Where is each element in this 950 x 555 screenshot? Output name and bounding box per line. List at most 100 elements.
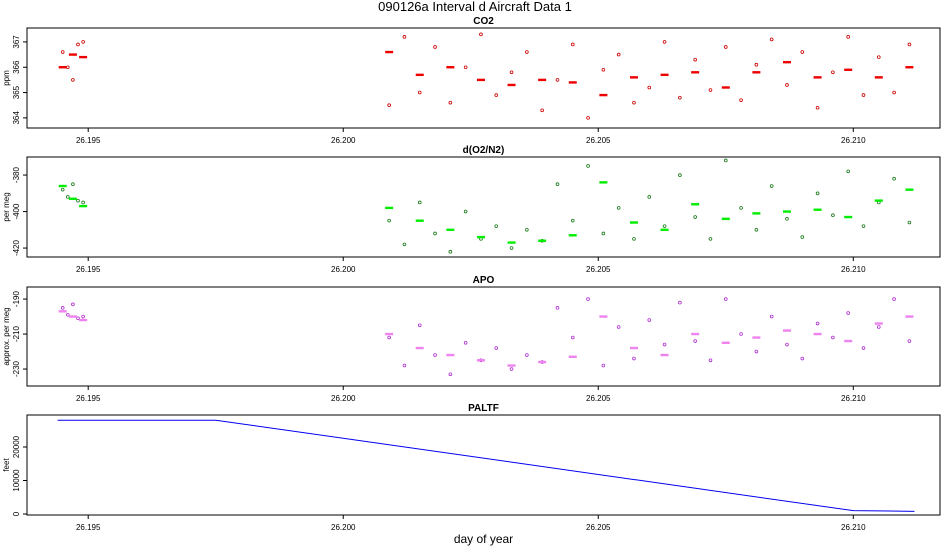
data-point <box>417 90 422 95</box>
mean-dash <box>79 55 88 59</box>
data-point <box>739 332 743 336</box>
y-tick-label: 0 <box>12 511 21 516</box>
data-point <box>815 321 820 326</box>
data-point <box>433 231 437 236</box>
mean-dash <box>660 228 669 232</box>
data-point <box>831 70 835 75</box>
data-point <box>448 372 453 377</box>
data-point <box>66 65 70 70</box>
y-tick-label: -230 <box>12 360 21 377</box>
data-point <box>387 218 391 223</box>
data-point <box>433 45 437 49</box>
data-point <box>693 215 697 219</box>
mean-dash <box>507 241 516 244</box>
plot-frame <box>26 156 941 258</box>
data-point <box>387 335 391 340</box>
mean-dash <box>721 217 730 221</box>
mean-dash <box>79 318 88 322</box>
mean-dash <box>446 66 455 69</box>
data-point <box>601 363 606 368</box>
mean-dash <box>568 81 577 84</box>
panel-title: APO <box>473 275 495 286</box>
x-tick-label: 26.205 <box>586 265 611 274</box>
data-point <box>60 50 65 54</box>
data-point <box>892 176 896 181</box>
data-point <box>479 32 483 37</box>
mean-dash <box>691 203 700 206</box>
data-point <box>815 105 820 110</box>
data-point <box>448 249 453 254</box>
data-point <box>616 206 621 210</box>
mean-dash <box>905 315 914 318</box>
mean-dash <box>538 239 547 242</box>
plot-frame <box>26 27 941 129</box>
data-point <box>754 349 759 354</box>
data-point <box>509 246 514 250</box>
data-point <box>708 88 713 92</box>
data-point <box>876 325 881 329</box>
mean-dash <box>415 346 424 350</box>
data-point <box>525 228 529 232</box>
data-point <box>494 346 499 350</box>
data-point <box>81 40 85 44</box>
data-point <box>71 78 75 82</box>
data-point <box>754 228 759 232</box>
data-point <box>632 237 636 241</box>
mean-dash <box>385 332 394 336</box>
data-point <box>907 42 912 47</box>
data-point <box>754 62 759 67</box>
data-point <box>739 98 743 102</box>
data-point <box>463 65 468 70</box>
data-line <box>57 419 915 512</box>
data-point <box>831 213 835 218</box>
mean-dash <box>446 228 455 232</box>
data-point <box>509 367 514 371</box>
data-point <box>494 93 499 97</box>
mean-dash <box>507 83 516 87</box>
data-point <box>586 297 590 301</box>
data-point <box>586 164 590 168</box>
data-point <box>723 158 728 163</box>
mean-dash <box>385 206 394 210</box>
data-point <box>846 35 850 39</box>
mean-dash <box>58 310 67 313</box>
mean-dash <box>629 221 638 224</box>
data-point <box>708 358 713 363</box>
mean-dash <box>752 212 761 215</box>
data-point <box>907 220 912 225</box>
data-point <box>509 70 514 75</box>
data-point <box>693 339 697 343</box>
data-point <box>662 224 667 228</box>
y-tick-label: 365 <box>12 85 21 99</box>
x-tick-label: 26.205 <box>586 394 611 403</box>
data-point <box>71 302 75 307</box>
data-point <box>586 116 590 120</box>
mean-dash <box>538 360 547 364</box>
page-title: 090126a Interval d Aircraft Data 1 <box>378 0 572 14</box>
x-tick-label: 26.210 <box>841 265 866 274</box>
data-point <box>71 182 75 186</box>
mean-dash <box>68 315 77 318</box>
data-point <box>723 45 728 49</box>
y-axis-label: ppm <box>2 70 11 86</box>
y-tick-label: -400 <box>12 203 21 220</box>
data-point <box>570 42 575 47</box>
data-point <box>81 200 85 205</box>
mean-dash <box>844 215 853 219</box>
data-point <box>892 90 896 95</box>
x-tick-label: 26.195 <box>76 265 101 274</box>
data-point <box>647 195 652 199</box>
mean-dash <box>782 329 791 332</box>
data-point <box>616 325 621 329</box>
data-point <box>907 339 912 343</box>
mean-dash <box>68 197 77 200</box>
mean-dash <box>752 71 761 74</box>
mean-dash <box>813 208 822 211</box>
mean-dash <box>79 204 88 208</box>
mean-dash <box>476 78 485 82</box>
data-point <box>555 306 560 310</box>
data-point <box>876 55 881 59</box>
mean-dash <box>660 353 669 357</box>
x-axis-label: day of year <box>454 532 513 546</box>
